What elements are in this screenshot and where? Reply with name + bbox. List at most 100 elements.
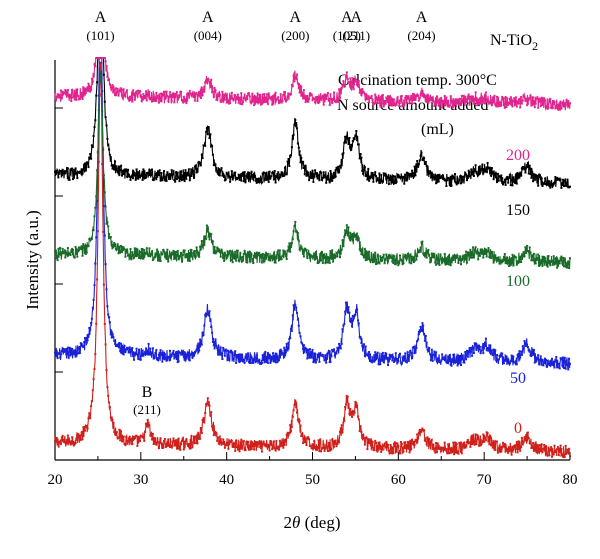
series-point — [104, 205, 107, 208]
series-point — [290, 327, 292, 330]
series-point — [363, 93, 366, 96]
series-point — [192, 169, 195, 172]
series-point — [281, 255, 284, 258]
series-point — [198, 161, 201, 164]
x-axis-title-theta: θ — [292, 513, 300, 532]
series-point — [298, 419, 301, 422]
material-label-main: N-TiO — [490, 32, 532, 49]
series-point — [58, 352, 61, 355]
series-point — [223, 354, 226, 357]
series-point — [360, 431, 363, 434]
series-point — [555, 356, 558, 358]
series-point — [242, 253, 245, 255]
series-point — [167, 173, 170, 176]
series-point — [496, 95, 498, 98]
series-point — [211, 153, 214, 156]
series-point — [388, 353, 391, 356]
series-point — [169, 177, 171, 180]
series-point — [154, 96, 157, 99]
series-point — [296, 311, 298, 314]
series-point — [258, 93, 261, 96]
series-point — [550, 446, 553, 449]
series-point — [327, 178, 330, 181]
series-point — [83, 164, 86, 166]
series-point — [208, 238, 211, 241]
series-point — [544, 177, 547, 180]
series-point — [394, 102, 397, 105]
series-point — [395, 445, 398, 448]
series-point — [226, 98, 229, 101]
series-point — [70, 440, 73, 443]
series-point — [174, 257, 177, 260]
series-point — [116, 169, 119, 172]
series-point — [486, 161, 489, 164]
series-point — [549, 449, 552, 452]
series-point — [429, 260, 432, 263]
series-point — [55, 436, 58, 439]
series-point — [509, 447, 512, 450]
series-point — [150, 252, 153, 255]
series-point — [80, 91, 83, 94]
series-point — [466, 355, 469, 358]
series-point — [472, 256, 475, 259]
series-point — [202, 417, 205, 420]
series-point — [277, 249, 280, 252]
series-point — [387, 101, 390, 104]
series-point — [397, 445, 400, 448]
series-point — [127, 168, 129, 171]
series-point — [565, 182, 568, 185]
series-point — [249, 361, 252, 364]
series-point — [371, 98, 374, 101]
series-point — [400, 442, 403, 445]
series-point — [480, 95, 483, 98]
series-point — [402, 450, 405, 453]
series-point — [386, 97, 389, 100]
series-point — [508, 102, 511, 105]
series-point — [126, 251, 129, 254]
x-tick-label-60: 60 — [391, 472, 406, 488]
series-point — [193, 176, 195, 179]
series-point — [385, 441, 388, 444]
series-point — [125, 348, 128, 351]
series-point — [191, 172, 194, 175]
series-point — [396, 173, 399, 176]
series-point — [158, 169, 161, 172]
series-point — [360, 156, 363, 159]
series-point — [175, 178, 178, 181]
series-point — [157, 170, 159, 173]
series-point — [73, 98, 76, 101]
series-point — [401, 105, 404, 108]
series-point — [564, 184, 567, 187]
series-point — [155, 253, 158, 256]
series-point — [296, 82, 299, 85]
series-point — [551, 357, 553, 360]
series-point — [410, 175, 413, 178]
series-point — [392, 175, 395, 177]
series-point — [216, 171, 219, 174]
series-point — [215, 251, 218, 254]
series-point — [484, 337, 487, 340]
series-point — [275, 254, 278, 257]
series-point — [420, 430, 423, 433]
series-point — [77, 250, 80, 252]
series-point — [557, 454, 560, 457]
series-point — [159, 437, 162, 440]
series-point — [387, 183, 390, 186]
series-point — [253, 104, 256, 107]
series-point — [357, 415, 359, 418]
series-point — [125, 435, 128, 438]
series-point — [240, 438, 243, 441]
series-point — [530, 104, 533, 107]
series-point — [174, 354, 177, 357]
series-point — [455, 256, 458, 259]
series-point — [248, 95, 251, 98]
series-point — [108, 321, 111, 324]
series-point — [113, 89, 116, 91]
series-point — [60, 89, 62, 92]
series-point — [218, 353, 221, 356]
series-point — [308, 97, 311, 100]
series-point — [460, 103, 462, 106]
series-point — [393, 360, 395, 363]
series-point — [88, 412, 91, 415]
series-point — [94, 262, 97, 265]
